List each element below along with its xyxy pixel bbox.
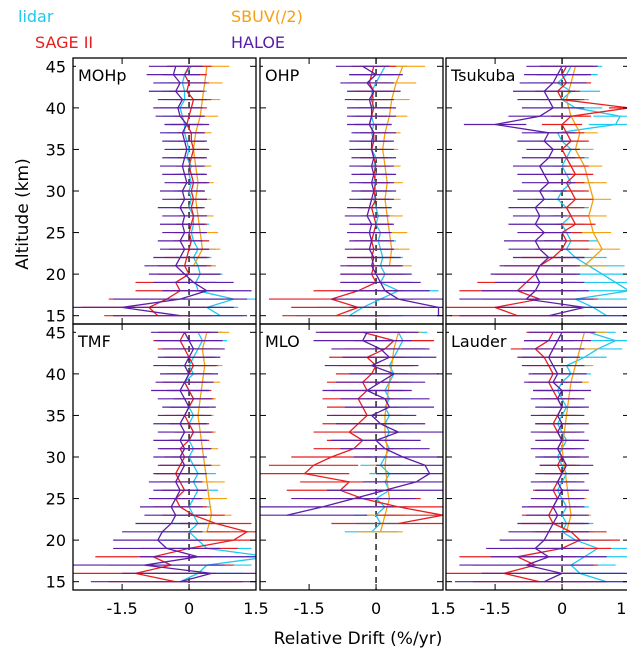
panel-lauder: Lauder	[445, 323, 627, 591]
y-tick-label: 15	[46, 307, 66, 326]
series-haloe	[331, 65, 443, 317]
y-tick-label: 40	[46, 365, 66, 384]
x-tick-label: 1.5	[243, 599, 268, 618]
x-tick-label: -1.5	[293, 599, 324, 618]
x-axis-title: Relative Drift (%/yr)	[274, 629, 443, 649]
y-tick-label: 15	[46, 573, 66, 592]
plot-area	[268, 65, 443, 317]
x-tick-label: 0	[557, 599, 567, 618]
profile-line	[494, 65, 585, 317]
legend-entry-lidar: lidar	[18, 7, 54, 26]
x-tick-label: -1.5	[479, 599, 510, 618]
legend-entry-sage-ii: SAGE II	[35, 33, 93, 52]
profile-line	[362, 65, 440, 316]
panel-label: Lauder	[451, 332, 507, 351]
panel-label-backing	[449, 330, 509, 352]
profile-line	[122, 66, 209, 317]
panel-grid: MOHp OHP Tsukuba TMF MLO Lauder	[72, 57, 627, 591]
panel-label: Tsukuba	[450, 66, 515, 85]
y-tick-label: 45	[46, 323, 66, 342]
series-sage-ii	[268, 65, 426, 317]
y-tick-label: 30	[46, 448, 66, 467]
profile-line	[524, 331, 568, 583]
plot-area	[446, 65, 627, 317]
y-tick-label: 35	[46, 140, 66, 159]
x-tick-labels: -1.5 0 1.5 -1.5 0 1.5 -1.5 0 1.5	[106, 599, 627, 618]
y-tick-label: 25	[46, 490, 66, 509]
legend-entry-sbuv-2: SBUV(/2)	[231, 7, 303, 26]
x-tick-label: 0	[184, 599, 194, 618]
series-haloe	[459, 65, 627, 317]
series-sage-ii	[446, 331, 621, 583]
x-tick-label: 1.5	[616, 599, 627, 618]
panel-label: MOHp	[78, 66, 127, 85]
x-tick-label: 1.5	[430, 599, 455, 618]
plot-area	[73, 65, 256, 317]
y-tick-label: 30	[46, 182, 66, 201]
series-haloe	[454, 331, 627, 583]
profile-line	[303, 331, 443, 525]
y-tick-label: 25	[46, 224, 66, 243]
y-tick-label: 35	[46, 406, 66, 425]
series-haloe	[73, 65, 252, 317]
y-tick-label: 20	[46, 265, 66, 284]
panel-ohp: OHP	[259, 57, 444, 325]
panel-mohp: MOHp	[72, 57, 257, 325]
panel-label: OHP	[265, 66, 300, 85]
plot-area	[446, 331, 627, 583]
series-haloe	[73, 331, 256, 583]
panel-label-backing	[76, 64, 129, 86]
panel-label-backing	[449, 64, 518, 86]
panel-label-backing	[263, 330, 302, 352]
panel-tsukuba: Tsukuba	[445, 57, 627, 325]
profile-line	[144, 331, 212, 583]
plot-area	[73, 331, 256, 583]
y-axis-title: Altitude (km)	[13, 158, 33, 270]
y-tick-label: 45	[46, 57, 66, 76]
y-tick-label: 20	[46, 531, 66, 550]
y-tick-label: 40	[46, 99, 66, 118]
plot-area	[260, 331, 443, 533]
panel-label-backing	[263, 64, 302, 86]
x-tick-label: -1.5	[106, 599, 137, 618]
legend-entry-haloe: HALOE	[231, 33, 285, 52]
panel-label: TMF	[77, 332, 111, 351]
profile-line	[286, 331, 431, 516]
panel-label: MLO	[265, 332, 300, 351]
panel-label-backing	[76, 330, 113, 352]
series-haloe	[260, 331, 443, 516]
panel-tmf: TMF	[72, 323, 257, 591]
panel-mlo: MLO	[259, 323, 444, 591]
x-tick-label: 0	[371, 599, 381, 618]
legend: lidar SBUV(/2) SAGE II HALOE	[18, 7, 303, 52]
